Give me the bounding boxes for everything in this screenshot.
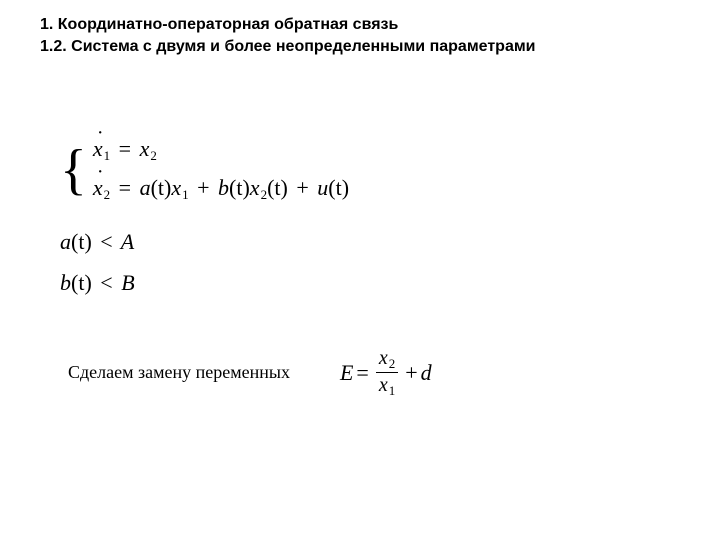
equation-2: x2 = a(t)x1 + b(t)x2(t) + u(t) <box>93 169 349 206</box>
equation-block: { x1 = x2 x2 = a(t)x1 + b(t)x2(t) + u(t) <box>60 130 349 302</box>
substitution-line: Сделаем замену переменных E = x2 x1 + d <box>68 348 432 397</box>
constraints-block: a(t) < A b(t) < B <box>60 223 349 302</box>
substitution-formula: E = x2 x1 + d <box>340 348 432 397</box>
system-of-equations: { x1 = x2 x2 = a(t)x1 + b(t)x2(t) + u(t) <box>60 130 349 207</box>
left-brace: { <box>60 142 87 198</box>
slide-page: 1. Координатно-операторная обратная связ… <box>0 0 720 540</box>
fraction: x2 x1 <box>372 348 402 397</box>
fraction-numerator: x2 <box>376 348 398 370</box>
constraint-a: a(t) < A <box>60 223 349 260</box>
system-rows: x1 = x2 x2 = a(t)x1 + b(t)x2(t) + u(t) <box>93 130 349 207</box>
equation-1: x1 = x2 <box>93 130 349 167</box>
x2-dot: x <box>93 169 103 206</box>
constraint-b: b(t) < B <box>60 264 349 301</box>
substitution-label: Сделаем замену переменных <box>68 362 290 383</box>
slide-heading: 1. Координатно-операторная обратная связ… <box>40 14 600 57</box>
heading-line-2: 1.2. Система с двумя и более неопределен… <box>40 36 600 58</box>
fraction-denominator: x1 <box>376 375 398 397</box>
fraction-bar <box>376 372 398 373</box>
heading-line-1: 1. Координатно-операторная обратная связ… <box>40 16 398 33</box>
